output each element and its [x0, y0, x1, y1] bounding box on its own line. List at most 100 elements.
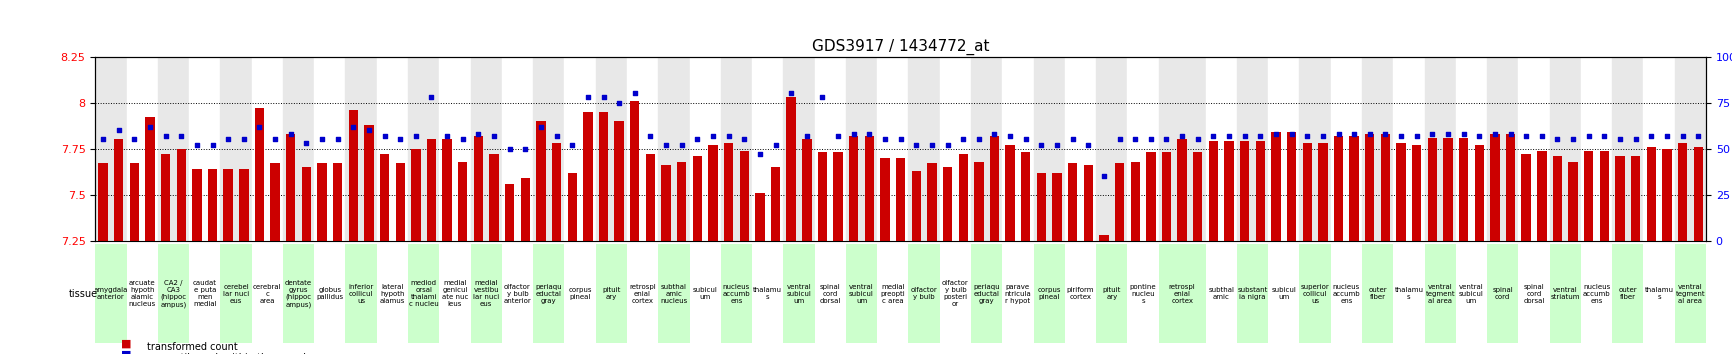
Text: subicul
um: subicul um: [1271, 287, 1296, 300]
Bar: [208, 169, 216, 241]
Text: globus
pallidus: globus pallidus: [317, 287, 343, 300]
Point: [1325, 131, 1353, 137]
Bar: [1096, 57, 1112, 241]
FancyBboxPatch shape: [1581, 244, 1612, 343]
Bar: [471, 57, 487, 241]
Bar: [395, 164, 405, 241]
Text: retrospl
enial
cortex: retrospl enial cortex: [629, 284, 656, 304]
Bar: [876, 57, 892, 241]
Point: [589, 94, 617, 100]
Point: [700, 133, 727, 139]
Text: medial
vestibu
lar nuci
eus: medial vestibu lar nuci eus: [473, 280, 499, 307]
FancyBboxPatch shape: [1424, 244, 1457, 343]
Text: outer
fiber: outer fiber: [1618, 287, 1637, 300]
Text: lateral
hypoth
alamus: lateral hypoth alamus: [379, 284, 405, 304]
Point: [902, 142, 930, 148]
Bar: [173, 57, 189, 241]
Bar: [956, 57, 972, 241]
FancyBboxPatch shape: [1268, 244, 1299, 343]
Text: corpus
pineal: corpus pineal: [568, 287, 592, 300]
Point: [1121, 137, 1148, 142]
FancyBboxPatch shape: [1237, 244, 1268, 343]
Bar: [1221, 57, 1237, 241]
Bar: [724, 143, 733, 241]
Point: [809, 94, 837, 100]
Text: pontine
nucleu
s: pontine nucleu s: [1129, 284, 1157, 304]
Text: spinal
cord: spinal cord: [1493, 287, 1514, 300]
Bar: [565, 57, 580, 241]
Bar: [1225, 141, 1233, 241]
Bar: [1659, 57, 1675, 241]
Bar: [1283, 57, 1299, 241]
Point: [949, 137, 977, 142]
FancyBboxPatch shape: [1096, 244, 1128, 343]
Text: tissue: tissue: [69, 289, 99, 299]
Text: nucleus
accumb
ens: nucleus accumb ens: [722, 284, 750, 304]
Bar: [1240, 141, 1249, 241]
Bar: [506, 184, 514, 241]
Bar: [693, 156, 701, 241]
Bar: [1377, 57, 1393, 241]
Point: [324, 137, 352, 142]
Bar: [1147, 152, 1155, 241]
Bar: [1365, 134, 1375, 241]
Bar: [364, 125, 374, 241]
Point: [1216, 133, 1244, 139]
Text: ventral
tegment
al area: ventral tegment al area: [1675, 284, 1706, 304]
Bar: [475, 136, 483, 241]
FancyBboxPatch shape: [596, 244, 627, 343]
Bar: [255, 108, 265, 241]
Bar: [643, 57, 658, 241]
Bar: [1396, 143, 1406, 241]
Bar: [1675, 57, 1690, 241]
Bar: [424, 57, 440, 241]
Bar: [1600, 150, 1609, 241]
Point: [778, 91, 805, 96]
Point: [1684, 133, 1711, 139]
Bar: [630, 101, 639, 241]
Bar: [677, 161, 686, 241]
FancyBboxPatch shape: [345, 244, 378, 343]
Point: [1387, 133, 1415, 139]
Bar: [1159, 57, 1174, 241]
Bar: [658, 57, 674, 241]
Bar: [1490, 134, 1500, 241]
Text: ■: ■: [121, 349, 132, 354]
Bar: [1315, 57, 1330, 241]
Point: [106, 127, 133, 133]
Bar: [1569, 161, 1578, 241]
Bar: [518, 57, 533, 241]
Bar: [599, 112, 608, 241]
Bar: [490, 154, 499, 241]
FancyBboxPatch shape: [533, 244, 565, 343]
Bar: [142, 57, 158, 241]
Point: [996, 133, 1024, 139]
Point: [653, 142, 681, 148]
Bar: [442, 139, 452, 241]
Text: superior
collicul
us: superior collicul us: [1301, 284, 1330, 304]
Bar: [1022, 152, 1031, 241]
FancyBboxPatch shape: [689, 244, 721, 343]
Bar: [1690, 57, 1706, 241]
Point: [965, 137, 992, 142]
Text: cerebral
c
area: cerebral c area: [253, 284, 282, 304]
Point: [669, 142, 696, 148]
Text: outer
fiber: outer fiber: [1368, 287, 1387, 300]
Point: [887, 137, 914, 142]
Text: medial
genicul
ate nuc
leus: medial genicul ate nuc leus: [442, 280, 468, 307]
Bar: [1252, 57, 1268, 241]
Point: [246, 124, 274, 130]
FancyBboxPatch shape: [1205, 244, 1237, 343]
Text: substant
ia nigra: substant ia nigra: [1237, 287, 1268, 300]
Bar: [456, 57, 471, 241]
Bar: [1131, 161, 1140, 241]
Point: [1606, 137, 1633, 142]
Point: [1465, 133, 1493, 139]
Bar: [1597, 57, 1612, 241]
FancyBboxPatch shape: [1675, 244, 1706, 343]
Bar: [1162, 152, 1171, 241]
Bar: [1678, 143, 1687, 241]
Text: ventral
striatum: ventral striatum: [1550, 287, 1580, 300]
Point: [573, 94, 601, 100]
Bar: [457, 161, 468, 241]
